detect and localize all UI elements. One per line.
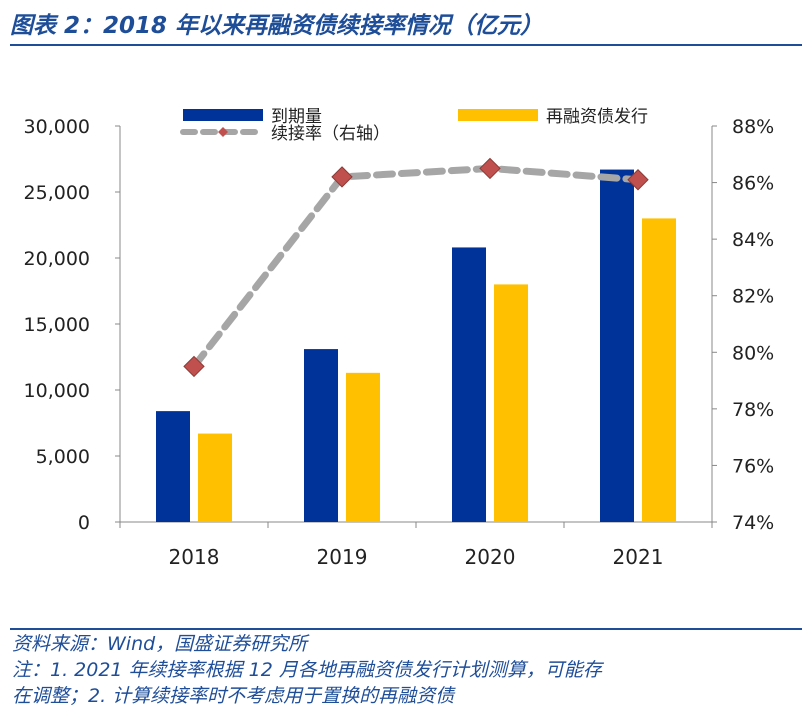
right-axis-tick-label: 84% bbox=[732, 229, 774, 251]
legend-label-issuance: 再融资债发行 bbox=[546, 107, 648, 127]
issuance-bar bbox=[346, 372, 380, 522]
left-axis-tick-label: 25,000 bbox=[24, 182, 90, 204]
right-axis-tick-label: 86% bbox=[732, 173, 774, 195]
right-axis-tick-label: 88% bbox=[732, 116, 774, 138]
maturity-bar bbox=[452, 247, 486, 522]
x-axis-tick-label: 2021 bbox=[613, 545, 664, 569]
chart: 0 5,000 10,000 15,000 20,000 25,000 30,000 74% 7… bbox=[24, 107, 775, 569]
legend-swatch-maturity bbox=[183, 109, 263, 121]
legend-label-maturity: 到期量 bbox=[271, 107, 322, 127]
rate-marker bbox=[183, 355, 205, 378]
issuance-bar bbox=[642, 218, 676, 522]
left-axis-tick-label: 5,000 bbox=[36, 446, 90, 468]
rate-line bbox=[190, 164, 642, 370]
left-axis-tick-label: 20,000 bbox=[24, 248, 90, 270]
maturity-bar bbox=[156, 411, 190, 522]
chart-title: 图表 2：2018 年以来再融资债续接率情况（亿元） bbox=[10, 13, 544, 39]
title-divider bbox=[10, 44, 802, 46]
right-axis-tick-label: 80% bbox=[732, 342, 774, 364]
right-axis-tick-label: 76% bbox=[732, 455, 774, 477]
rate-marker bbox=[479, 157, 501, 180]
legend-swatch-issuance bbox=[458, 109, 538, 121]
legend-label-rate: 续接率（右轴） bbox=[271, 124, 390, 144]
x-axis-tick-label: 2018 bbox=[169, 545, 220, 569]
right-axis-tick-label: 82% bbox=[732, 286, 774, 308]
left-axis-tick-label: 30,000 bbox=[24, 116, 90, 138]
rate-marker bbox=[627, 169, 649, 191]
footer-divider bbox=[10, 628, 802, 630]
rate-marker bbox=[331, 166, 353, 188]
left-axis-tick-label: 0 bbox=[78, 512, 90, 534]
maturity-bar bbox=[304, 349, 338, 522]
footnote-line-1: 注：1. 2021 年续接率根据 12 月各地再融资债发行计划测算，可能存 bbox=[12, 659, 602, 681]
x-axis-tick-label: 2020 bbox=[465, 545, 516, 569]
source-note: 资料来源：Wind，国盛证券研究所 bbox=[12, 633, 308, 655]
right-axis-tick-label: 78% bbox=[732, 399, 774, 421]
maturity-bar bbox=[600, 169, 634, 522]
footnote-line-2: 在调整；2. 计算续接率时不考虑用于置换的再融资债 bbox=[12, 685, 455, 707]
x-axis-tick-label: 2019 bbox=[317, 545, 368, 569]
right-axis-tick-label: 74% bbox=[732, 512, 774, 534]
header: 图表 2：2018 年以来再融资债续接率情况（亿元） bbox=[10, 4, 802, 46]
left-axis-tick-label: 10,000 bbox=[24, 380, 90, 402]
left-axis-tick-label: 15,000 bbox=[24, 314, 90, 336]
legend-marker-rate bbox=[218, 127, 228, 137]
issuance-bar bbox=[494, 284, 528, 522]
issuance-bar bbox=[198, 433, 232, 522]
